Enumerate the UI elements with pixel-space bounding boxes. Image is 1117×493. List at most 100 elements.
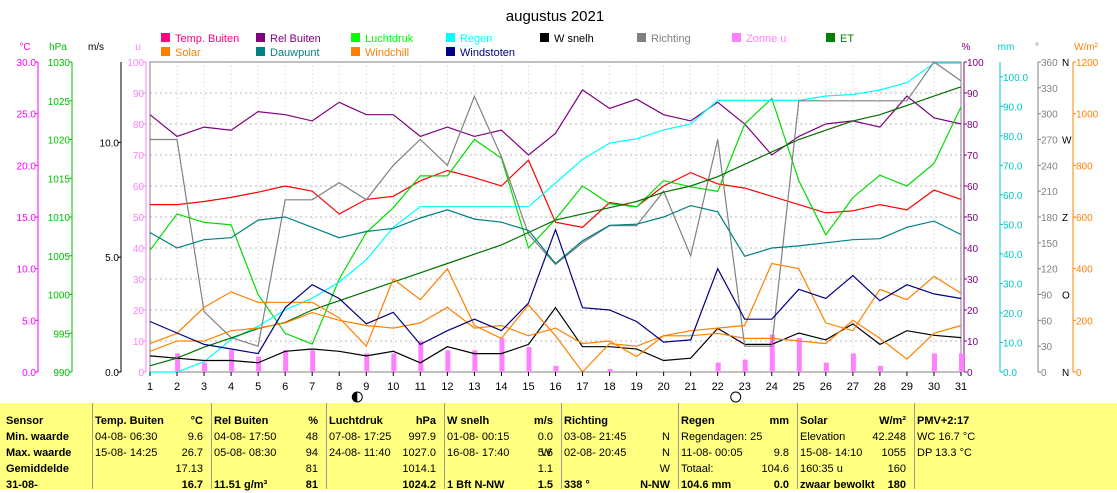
x-axis-tick-label: 28 bbox=[874, 381, 886, 393]
axis-unit-label: °C bbox=[19, 42, 30, 53]
series-line-w-snelh bbox=[149, 306, 962, 364]
stats-label: Totaal: bbox=[681, 463, 714, 475]
legend-swatch bbox=[161, 33, 170, 42]
stats-row: 1014.1 bbox=[327, 461, 442, 477]
axis-tick-label: 150 bbox=[1041, 239, 1058, 250]
x-axis-tick-label: 2 bbox=[174, 381, 180, 393]
x-axis-tick-label: 26 bbox=[820, 381, 832, 393]
chart-background bbox=[0, 0, 1117, 403]
series-line-solar bbox=[149, 262, 962, 373]
axis-tick-label: 10.0 bbox=[1003, 338, 1023, 349]
stats-row: Gemiddelde bbox=[6, 461, 90, 477]
series-line-windchill bbox=[149, 306, 962, 360]
stats-value: N-NW bbox=[640, 479, 670, 491]
axis-tick-label: 200 bbox=[1076, 316, 1093, 327]
stats-row: 17.13 bbox=[93, 461, 209, 477]
stats-row bbox=[915, 477, 1034, 493]
axis-tick-label: 330 bbox=[1041, 84, 1058, 95]
x-axis-tick-label: 11 bbox=[415, 381, 426, 393]
axis-tick-label: 50.0 bbox=[1003, 220, 1023, 231]
legend-label: Windstoten bbox=[460, 47, 515, 59]
sun-hours-bar bbox=[283, 350, 289, 372]
stats-header-unit: % bbox=[308, 415, 318, 427]
stats-row: 1024.2 bbox=[327, 477, 442, 493]
stats-value: 0.0 bbox=[773, 479, 789, 491]
legend-label: Luchtdruk bbox=[365, 33, 414, 45]
compass-label: O bbox=[1062, 291, 1070, 302]
x-axis-tick-label: 8 bbox=[336, 381, 342, 393]
stats-label: 11.51 g/m³ bbox=[214, 479, 268, 491]
x-axis-tick-label: 25 bbox=[793, 381, 805, 393]
axis-tick-label: 10 bbox=[967, 337, 979, 348]
legend-label: Dauwpunt bbox=[270, 47, 320, 59]
axis-tick-label: 70.0 bbox=[1003, 161, 1023, 172]
sun-hours-bar bbox=[364, 353, 370, 372]
stats-value: 1024.2 bbox=[402, 479, 436, 491]
axis-tick-label: 0.0 bbox=[22, 368, 36, 379]
axis-tick-label: 180 bbox=[1041, 213, 1058, 224]
stats-label: Max. waarde bbox=[6, 447, 72, 459]
stats-row: W bbox=[562, 461, 676, 477]
stats-row: DP 13.3 °C bbox=[915, 445, 1034, 461]
x-axis-tick-label: 27 bbox=[847, 381, 859, 393]
sun-hours-bar bbox=[256, 356, 262, 372]
stats-row: 03-08- 21:45 N bbox=[562, 429, 676, 445]
stats-label: 31-08- bbox=[6, 479, 38, 491]
sun-hours-bar bbox=[769, 334, 775, 372]
stats-label: 01-08- 00:15 bbox=[447, 431, 510, 443]
axis-tick-label: 80.0 bbox=[1003, 132, 1023, 143]
stats-row: 02-08- 20:45 N bbox=[562, 445, 676, 461]
x-axis-tick-label: 17 bbox=[576, 381, 588, 393]
stats-label: 24-08- 11:40 bbox=[329, 447, 391, 459]
stats-label: 104.6 mm bbox=[681, 479, 732, 491]
moon-phase-icon bbox=[730, 391, 742, 403]
legend-swatch bbox=[161, 47, 170, 56]
axis-tick-label: 20.0 bbox=[17, 161, 37, 172]
sun-hours-bar bbox=[823, 362, 829, 372]
sun-hours-bar bbox=[931, 353, 937, 372]
axis-tick-label: 210 bbox=[1041, 187, 1058, 198]
stats-value: 180 bbox=[887, 479, 906, 491]
axis-tick-label: 1000 bbox=[48, 291, 71, 302]
stats-label: DP 13.3 °C bbox=[917, 447, 972, 459]
sun-hours-bar bbox=[526, 347, 532, 372]
sun-hours-bar bbox=[175, 353, 181, 372]
x-axis-tick-label: 21 bbox=[685, 381, 697, 393]
legend-label: W snelh bbox=[554, 33, 594, 45]
axis-tick-label: 80 bbox=[967, 120, 979, 131]
stats-column: W snelh m/s 01-08- 00:15 0.0 16-08- 17:40 W 5.… bbox=[444, 403, 559, 491]
axis-tick-label: 90 bbox=[133, 89, 145, 100]
x-axis-tick-label: 16 bbox=[549, 381, 561, 393]
axis-tick-label: 100.0 bbox=[1003, 73, 1028, 84]
stats-row: 05-08- 08:30 94 bbox=[212, 445, 324, 461]
stats-row: 104.6 mm 0.0 bbox=[679, 477, 795, 493]
weather-chart: augustus 2021 Temp. Buiten Rel Buiten Luch… bbox=[0, 0, 1117, 403]
stats-row: 16-08- 17:40 W 5.6 bbox=[445, 445, 559, 461]
legend-label: Zonne u bbox=[746, 33, 786, 45]
axis-tick-label: 0 bbox=[967, 368, 973, 379]
stats-row: 01-08- 00:15 0.0 bbox=[445, 429, 559, 445]
x-axis-tick-label: 18 bbox=[603, 381, 615, 393]
stats-column-header: Richting bbox=[562, 413, 676, 429]
stats-row: Min. waarde bbox=[6, 429, 90, 445]
stats-value: 104.6 bbox=[761, 463, 789, 475]
axis-tick-label: 120 bbox=[1041, 265, 1058, 276]
stats-column: Regen mm Regendagen: 25 11-08- 00:05 9.8 Tota… bbox=[678, 403, 795, 491]
stats-value: 1.1 bbox=[537, 463, 553, 475]
axis-tick-label: 10.0 bbox=[100, 138, 120, 149]
stats-value: 16.7 bbox=[181, 479, 203, 491]
series-line-rel-buiten bbox=[149, 89, 962, 156]
x-axis-tick-label: 9 bbox=[363, 381, 369, 393]
sun-hours-bar bbox=[850, 353, 856, 372]
axis-tick-label: 30 bbox=[1041, 342, 1053, 353]
axis-tick-label: 0.0 bbox=[105, 368, 119, 379]
stats-label: 1 Bft N-NW bbox=[447, 479, 505, 491]
axis-tick-label: 30 bbox=[967, 275, 979, 286]
chart-title: augustus 2021 bbox=[506, 8, 604, 25]
x-axis-tick-label: 30 bbox=[928, 381, 940, 393]
legend-label: Rel Buiten bbox=[270, 33, 321, 45]
axis-tick-label: 30.0 bbox=[17, 58, 37, 69]
x-axis-tick-label: 6 bbox=[282, 381, 288, 393]
stats-value: 0.0 bbox=[537, 431, 553, 443]
axis-tick-label: 20.0 bbox=[1003, 309, 1023, 320]
